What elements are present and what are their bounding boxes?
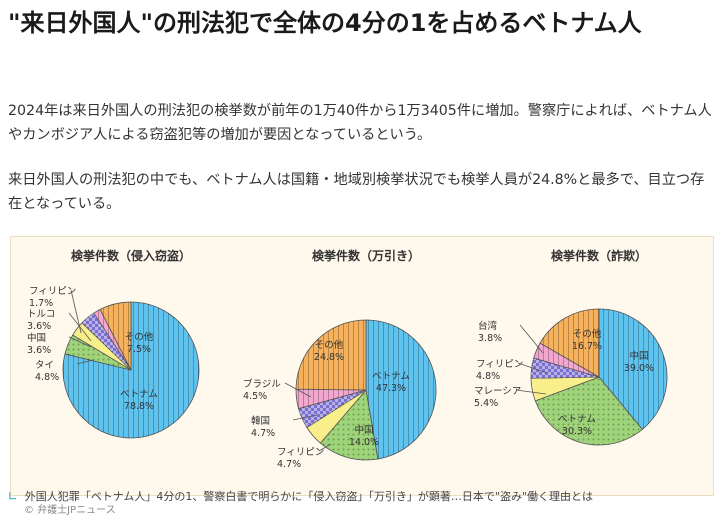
leader-line	[517, 362, 548, 374]
leader-line	[284, 382, 312, 398]
pie-slice-pattern	[298, 390, 366, 428]
slice-label: その他	[573, 328, 602, 340]
slice-label: トルコ	[27, 309, 55, 320]
pie-slice-pattern	[296, 320, 366, 390]
slice-value: 47.3%	[376, 383, 406, 394]
article-title: "来日外国人"の刑法犯で全体の4分の1を占めるベトナム人	[8, 9, 642, 37]
slice-label: 中国	[354, 424, 373, 436]
pie-slice-pattern	[93, 309, 131, 370]
slice-label: ブラジル	[243, 378, 281, 390]
slice-value: 7.5%	[127, 344, 151, 355]
slice-value: 4.7%	[251, 428, 275, 439]
slice-label: ベトナム	[558, 414, 596, 425]
pie-slice-pattern	[82, 313, 131, 370]
slice-label: フィリピン	[476, 359, 523, 370]
slice-value: 30.3%	[562, 426, 592, 437]
slice-value: 1.7%	[29, 298, 53, 309]
article-paragraph: 2024年は来日外国人の刑法犯の検挙数が前年の1万40件から1万3405件に増加…	[8, 103, 712, 143]
slice-value: 78.8%	[124, 401, 154, 412]
slice-label: 中国	[27, 332, 46, 344]
slice-value: 14.0%	[349, 437, 379, 448]
slice-value: 4.8%	[476, 371, 500, 382]
slice-value: 3.6%	[27, 345, 51, 356]
pie-charts-svg: 検挙件数（侵入窃盗）ベトナム78.8%タイ4.8%中国3.6%トルコ3.6%フィ…	[27, 248, 668, 470]
caption-corner-icon: ∟	[8, 490, 18, 503]
slice-label: フィリピン	[277, 447, 324, 458]
pie-slice-pattern	[100, 302, 131, 370]
slice-value: 24.8%	[314, 352, 344, 363]
leader-line	[292, 414, 318, 421]
caption-text[interactable]: 外国人犯罪「ベトナム人」4分の1、警察白書で明らかに「侵入窃盗」「万引き」が顕著…	[24, 490, 594, 503]
slice-label: 韓国	[251, 416, 270, 427]
slice-value: 39.0%	[624, 363, 654, 374]
leader-line	[76, 359, 94, 365]
pie-slice-pattern	[535, 377, 643, 445]
slice-value: 3.6%	[27, 321, 51, 332]
leader-line	[519, 324, 544, 354]
pie-slice-pattern	[533, 343, 599, 377]
pie-slice-pattern	[599, 309, 667, 430]
slice-value: 3.8%	[478, 333, 502, 344]
pie-charts-figure: 検挙件数（侵入窃盗） ベトナム 78.8% タイ 4.8% 中国 3.6% トルコ 3.6% フィ…	[10, 236, 714, 496]
slice-value: 16.7%	[572, 341, 602, 352]
leader-line	[515, 389, 547, 395]
chart-title-1: 検挙件数（万引き）	[312, 248, 420, 263]
chart-title-2: 検挙件数（詐欺）	[551, 248, 647, 263]
caption-source: © 弁護士JPニュース	[24, 505, 116, 516]
slice-label: 台湾	[478, 320, 498, 332]
chart-title-0: 検挙件数（侵入窃盗）	[71, 248, 191, 263]
pie-slice-pattern	[366, 320, 437, 459]
slice-label: その他	[315, 339, 344, 351]
slice-value: 5.4%	[474, 398, 498, 409]
slice-label: ベトナム	[120, 389, 158, 400]
article-paragraph: 来日外国人の刑法犯の中でも、ベトナム人は国籍・地域別検挙状況でも検挙人員が24.…	[8, 172, 705, 212]
leader-line	[318, 443, 332, 452]
slice-label: ベトナム	[372, 371, 410, 382]
slice-label: フィリピン	[29, 286, 76, 297]
pie-slice-pattern	[530, 358, 599, 379]
figure-caption: ∟ 外国人犯罪「ベトナム人」4分の1、警察白書で明らかに「侵入窃盗」「万引き」が…	[8, 490, 712, 518]
pie-slice-pattern	[64, 335, 131, 370]
slice-value: 4.5%	[243, 391, 267, 402]
leader-line	[68, 336, 92, 348]
slice-label: 中国	[629, 350, 648, 362]
slice-label: その他	[125, 331, 154, 343]
slice-label: タイ	[35, 360, 54, 371]
pie-slice-pattern	[540, 309, 599, 377]
pie-slice-pattern	[296, 389, 366, 409]
slice-value: 4.7%	[277, 459, 301, 470]
slice-value: 4.8%	[35, 372, 59, 383]
slice-label: マレーシア	[474, 386, 521, 397]
leader-line	[70, 289, 82, 334]
pie-slice-pattern	[320, 390, 378, 461]
